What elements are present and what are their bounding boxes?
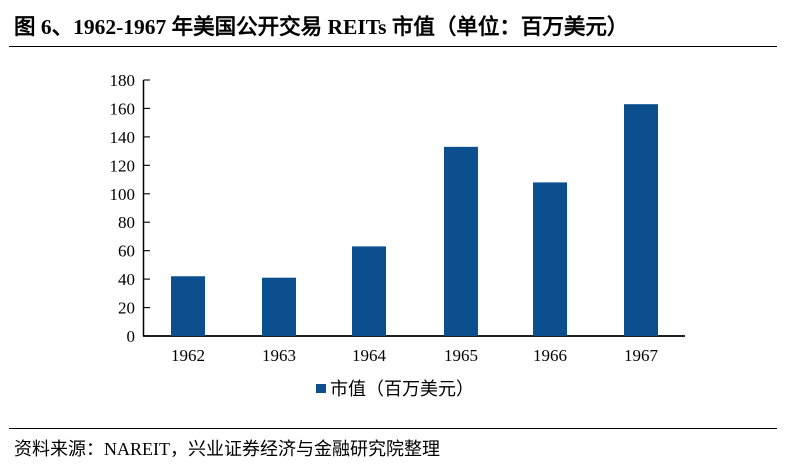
svg-text:1963: 1963	[262, 346, 296, 365]
svg-text:1965: 1965	[444, 346, 478, 365]
svg-text:140: 140	[110, 128, 136, 147]
svg-text:1964: 1964	[352, 346, 387, 365]
svg-text:0: 0	[127, 327, 136, 346]
svg-text:市值（百万美元）: 市值（百万美元）	[330, 379, 474, 399]
svg-text:1966: 1966	[533, 346, 567, 365]
svg-text:60: 60	[118, 242, 135, 261]
svg-text:1962: 1962	[171, 346, 205, 365]
svg-text:120: 120	[110, 156, 136, 175]
svg-text:40: 40	[118, 270, 135, 289]
svg-text:80: 80	[118, 213, 135, 232]
svg-text:100: 100	[110, 185, 136, 204]
svg-text:20: 20	[118, 299, 135, 318]
svg-text:180: 180	[110, 71, 136, 90]
svg-text:1967: 1967	[624, 346, 659, 365]
svg-text:160: 160	[110, 99, 136, 118]
